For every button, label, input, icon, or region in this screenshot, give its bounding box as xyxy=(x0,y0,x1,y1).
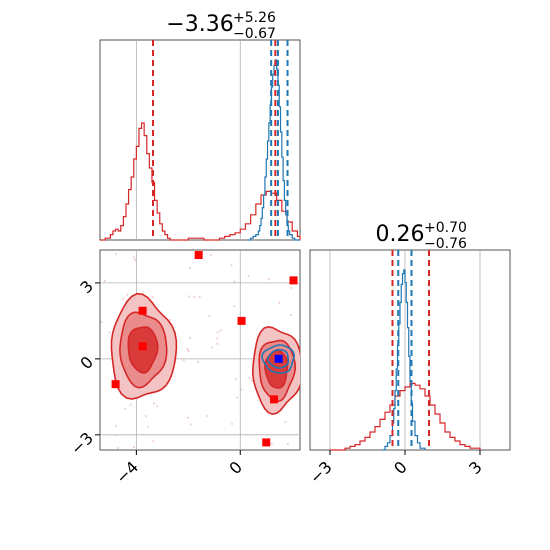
sample-point xyxy=(186,348,189,351)
red-marker xyxy=(289,276,298,285)
sample-point xyxy=(134,258,137,262)
red-marker xyxy=(138,342,147,351)
sample-point xyxy=(209,253,213,256)
x-tick-label: −4 xyxy=(112,457,142,487)
panel-title: 0.26 xyxy=(376,222,425,247)
x-tick-label: −3 xyxy=(306,457,336,487)
sample-point xyxy=(284,420,287,424)
red-marker xyxy=(138,306,147,315)
sample-point xyxy=(129,403,132,406)
sample-point xyxy=(116,447,119,450)
red-marker xyxy=(237,316,246,325)
sample-point xyxy=(216,342,219,345)
sample-point xyxy=(123,407,127,410)
sample-point xyxy=(235,378,238,381)
title-minus: −0.76 xyxy=(424,236,467,252)
red-marker xyxy=(270,395,279,404)
panel-p1-p2-2d: −4 0 −3 0 3 xyxy=(67,249,301,488)
sample-point xyxy=(187,350,190,353)
sample-point xyxy=(219,329,222,332)
sample-point xyxy=(188,266,192,270)
histogram-series xyxy=(330,382,481,451)
sample-point xyxy=(233,305,236,308)
sample-point xyxy=(230,264,233,267)
blue-contour-outer xyxy=(261,344,295,374)
title-minus: −0.67 xyxy=(233,26,276,42)
title-plus: +0.70 xyxy=(424,220,467,236)
red-marker xyxy=(111,380,120,389)
sample-point xyxy=(248,376,251,380)
sample-point xyxy=(151,296,154,299)
sample-point xyxy=(289,313,293,317)
sample-point xyxy=(126,293,129,296)
sample-point xyxy=(152,402,156,405)
sample-point xyxy=(100,320,103,324)
sample-point xyxy=(210,346,214,349)
title-main: 0.26 xyxy=(376,222,425,247)
x-tick-label: 3 xyxy=(465,457,486,478)
sample-point xyxy=(247,275,250,278)
sample-point xyxy=(216,337,219,340)
x-tick-label: 0 xyxy=(390,457,411,478)
sample-point xyxy=(233,280,236,283)
sample-point xyxy=(146,425,149,428)
sample-point xyxy=(103,279,106,282)
sample-point xyxy=(132,256,135,259)
sample-point xyxy=(182,358,185,362)
sample-point xyxy=(208,314,211,318)
axes-frame xyxy=(309,249,511,451)
sample-point xyxy=(132,446,136,449)
panel-title: −3.36 xyxy=(166,12,233,37)
sample-point xyxy=(236,396,239,399)
sample-point xyxy=(108,331,111,334)
sample-point xyxy=(196,361,200,364)
blue-contour-inner xyxy=(266,348,290,369)
sample-point xyxy=(188,295,191,298)
sample-point xyxy=(270,442,273,445)
sample-point xyxy=(152,440,155,443)
sample-point xyxy=(190,423,193,426)
sample-point xyxy=(114,434,118,437)
sample-point xyxy=(198,295,201,299)
y-tick-label: 0 xyxy=(76,352,97,373)
panel-p2-marginal: −3 0 3 0.26 +0.70 −0.76 xyxy=(306,220,511,488)
sample-point xyxy=(240,388,243,391)
x-tick-label: 0 xyxy=(225,457,246,478)
sample-point xyxy=(189,336,192,339)
y-tick-label: 3 xyxy=(76,277,97,298)
sample-point xyxy=(155,405,158,408)
red-marker xyxy=(194,251,203,260)
sample-point xyxy=(216,331,219,334)
sample-point xyxy=(121,297,125,300)
sample-point xyxy=(250,379,253,382)
axes-frame xyxy=(99,39,301,241)
sample-point xyxy=(267,278,270,281)
sample-point xyxy=(206,415,209,418)
sample-point xyxy=(186,416,189,419)
y-tick-label: −3 xyxy=(67,428,97,458)
sample-point xyxy=(230,422,234,426)
title-main: −3.36 xyxy=(166,12,233,37)
red-marker xyxy=(262,438,271,447)
sample-point xyxy=(193,296,196,299)
title-plus: +5.26 xyxy=(233,10,276,26)
panel-p1-marginal: −3.36 +5.26 −0.67 xyxy=(99,10,301,241)
sample-point xyxy=(115,253,118,256)
blue-marker xyxy=(274,354,283,363)
sample-point xyxy=(286,442,289,446)
sample-point xyxy=(290,286,293,289)
sample-point xyxy=(144,415,148,418)
sample-point xyxy=(278,301,281,304)
sample-point xyxy=(114,424,117,427)
sample-point xyxy=(169,318,172,322)
